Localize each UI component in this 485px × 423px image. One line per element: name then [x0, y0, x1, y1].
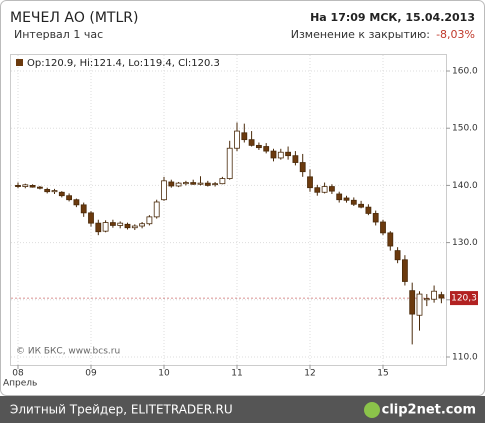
- footer-right[interactable]: clip2net.com: [382, 403, 476, 418]
- y-tick-label: 110.0: [452, 352, 478, 362]
- candle-body: [117, 222, 124, 226]
- candle-body: [292, 155, 299, 163]
- y-tick-label: 130.0: [452, 238, 478, 248]
- chart-title: МЕЧЕЛ АО (MTLR): [10, 10, 138, 26]
- candle-body: [307, 176, 313, 189]
- candle-body: [204, 182, 211, 186]
- candle-body: [270, 150, 277, 159]
- candle-body: [124, 223, 131, 229]
- candle-body: [336, 193, 343, 201]
- candle-body: [343, 197, 350, 201]
- candle-body: [241, 132, 248, 141]
- candle-body: [285, 151, 292, 157]
- candle-body: [328, 186, 335, 192]
- change-label: Изменение к закрытию:: [291, 28, 430, 41]
- candle-body: [102, 222, 109, 232]
- x-tick-label: 11: [231, 369, 242, 379]
- x-tick-label: 10: [158, 369, 170, 379]
- candle-body: [95, 222, 102, 233]
- candle-body: [175, 182, 182, 187]
- candle-body: [161, 180, 167, 201]
- x-sublabel: Апрель: [3, 379, 37, 389]
- footer-bar: [0, 396, 485, 423]
- candle-body: [44, 189, 51, 193]
- candle-body: [22, 184, 29, 187]
- candle-body: [409, 290, 416, 315]
- candle-body: [438, 294, 445, 299]
- candle-body: [197, 182, 204, 185]
- candle-body: [168, 181, 175, 187]
- candle-body: [394, 250, 401, 261]
- last-price-label: 120,3: [451, 294, 477, 304]
- candle-body: [212, 183, 219, 186]
- candle-body: [431, 290, 438, 300]
- subtitle: Интервал 1 час: [14, 28, 103, 41]
- change-value: -8,03%: [436, 28, 475, 41]
- candle-body: [277, 151, 284, 159]
- candle-body: [226, 147, 233, 179]
- x-tick-label: 15: [377, 369, 388, 379]
- candle-body: [234, 130, 240, 149]
- candle-body: [153, 201, 160, 218]
- candle-body: [139, 223, 146, 227]
- candle-body: [263, 146, 270, 152]
- candle-body: [416, 293, 423, 316]
- candle-body: [387, 232, 394, 247]
- copyright: © ИК БКС, www.bcs.ru: [16, 347, 120, 357]
- candle-body: [380, 221, 386, 234]
- x-tick-label: 12: [304, 369, 315, 379]
- candle-body: [255, 144, 262, 149]
- y-tick-label: 150.0: [452, 124, 478, 134]
- candle-body: [80, 204, 87, 214]
- candle-body: [248, 139, 255, 146]
- candle-body: [219, 178, 226, 185]
- candle-body: [37, 186, 43, 189]
- candle-body: [15, 185, 21, 187]
- candle-body: [146, 216, 153, 225]
- candle-body: [401, 259, 408, 282]
- x-tick-label: 08: [12, 369, 24, 379]
- y-tick-label: 140.0: [452, 181, 478, 191]
- candle-body: [299, 162, 306, 173]
- candle-body: [314, 187, 321, 193]
- candle-body: [131, 225, 138, 229]
- legend: Op:120.9, Hi:121.4, Lo:119.4, Cl:120.3: [27, 58, 220, 69]
- timestamp: На 17:09 МСК, 15.04.2013: [310, 11, 475, 24]
- candle-body: [182, 182, 189, 185]
- candle-body: [66, 195, 72, 201]
- candle-body: [358, 203, 365, 208]
- candle-body: [73, 199, 80, 206]
- last-price-box: [450, 291, 478, 306]
- candle-body: [350, 199, 357, 205]
- footer-left: Элитный Трейдер, ELITETRADER.RU: [10, 403, 233, 417]
- x-tick-label: 09: [85, 369, 97, 379]
- candle-body: [190, 182, 197, 185]
- candle-body: [110, 222, 116, 226]
- footer-logo: [364, 402, 380, 418]
- candle-body: [365, 206, 372, 214]
- candle-body: [372, 213, 379, 223]
- candle-body: [51, 190, 58, 193]
- candle-body: [29, 185, 36, 188]
- candle-body: [88, 212, 94, 224]
- y-tick-label: 160.0: [452, 67, 478, 77]
- candle-body: [58, 191, 65, 197]
- plot-area: [10, 54, 447, 366]
- candle-body: [321, 186, 328, 193]
- candle-body: [423, 298, 430, 301]
- legend-swatch: [16, 59, 23, 66]
